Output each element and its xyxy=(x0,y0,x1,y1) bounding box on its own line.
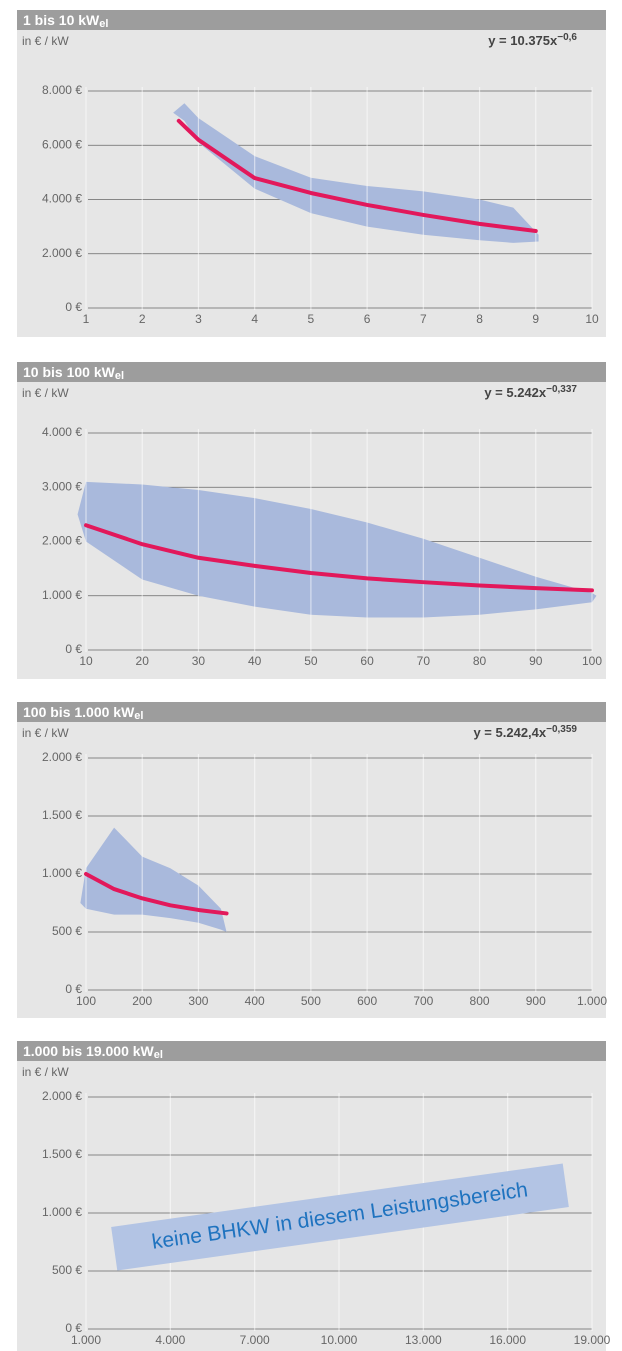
x-tick-label: 50 xyxy=(304,654,318,668)
equation-main: y = 5.242,4x xyxy=(473,725,546,740)
chart-panel: 100 bis 1.000 kWel in € / kW y = 5.242,4x−… xyxy=(17,702,607,1018)
chart-title: 1 bis 10 kWel xyxy=(23,12,108,30)
equation: y = 5.242x−0,337 xyxy=(484,384,577,401)
y-tick-label: 0 € xyxy=(65,642,82,656)
title-subscript: el xyxy=(154,1049,163,1061)
x-tick-label: 16.000 xyxy=(489,1333,526,1347)
x-tick-label: 10 xyxy=(585,312,599,326)
annotation-background xyxy=(111,1163,569,1271)
x-tick-label: 6 xyxy=(364,312,371,326)
x-tick-label: 200 xyxy=(132,994,152,1008)
y-tick-label: 4.000 € xyxy=(42,425,82,439)
x-tick-label: 4 xyxy=(251,312,258,326)
y-axis-label: in € / kW xyxy=(22,726,69,740)
chart-title: 1.000 bis 19.000 kWel xyxy=(23,1043,163,1061)
x-tick-label: 7 xyxy=(420,312,427,326)
x-tick-label: 70 xyxy=(417,654,431,668)
y-tick-label: 2.000 € xyxy=(42,246,82,260)
title-subscript: el xyxy=(134,710,143,722)
x-tick-label: 100 xyxy=(76,994,96,1008)
x-tick-label: 9 xyxy=(532,312,539,326)
chart-title: 10 bis 100 kWel xyxy=(23,364,124,382)
y-axis-label: in € / kW xyxy=(22,1065,69,1079)
chart-title: 100 bis 1.000 kWel xyxy=(23,704,143,722)
y-tick-label: 2.000 € xyxy=(42,750,82,764)
equation-main: y = 5.242x xyxy=(484,385,547,400)
x-tick-label: 900 xyxy=(526,994,546,1008)
x-tick-label: 90 xyxy=(529,654,543,668)
equation-exponent: −0,359 xyxy=(546,724,577,735)
chart-panel: 1 bis 10 kWel in € / kW y = 10.375x−0,6 0 €… xyxy=(17,10,606,337)
x-tick-label: 100 xyxy=(582,654,602,668)
x-tick-label: 300 xyxy=(188,994,208,1008)
x-tick-label: 13.000 xyxy=(405,1333,442,1347)
fit-curve xyxy=(84,872,229,916)
x-tick-label: 10 xyxy=(79,654,93,668)
x-tick-label: 400 xyxy=(245,994,265,1008)
x-tick-label: 7.000 xyxy=(240,1333,270,1347)
chart-panel: 10 bis 100 kWel in € / kW y = 5.242x−0,337… xyxy=(17,362,606,679)
x-tick-label: 8 xyxy=(476,312,483,326)
y-tick-label: 3.000 € xyxy=(42,479,82,493)
fit-curve xyxy=(176,118,538,233)
y-tick-label: 0 € xyxy=(65,982,82,996)
y-tick-label: 1.500 € xyxy=(42,808,82,822)
x-tick-label: 700 xyxy=(413,994,433,1008)
x-tick-label: 40 xyxy=(248,654,262,668)
chart-panel: 1.000 bis 19.000 kWel in € / kW 0 € 500 € 1.… xyxy=(17,1041,611,1351)
panel-header xyxy=(17,362,606,382)
x-tick-label: 800 xyxy=(470,994,490,1008)
equation: y = 5.242,4x−0,359 xyxy=(473,724,577,741)
title-subscript: el xyxy=(115,370,124,382)
x-tick-label: 1.000 xyxy=(71,1333,101,1347)
y-tick-label: 8.000 € xyxy=(42,83,82,97)
y-tick-label: 2.000 € xyxy=(42,534,82,548)
x-tick-label: 5 xyxy=(308,312,315,326)
x-tick-label: 1 xyxy=(83,312,90,326)
x-tick-label: 30 xyxy=(192,654,206,668)
y-tick-label: 1.000 € xyxy=(42,588,82,602)
x-tick-label: 10.000 xyxy=(321,1333,358,1347)
title-main: 1 bis 10 kW xyxy=(23,12,100,28)
x-tick-label: 4.000 xyxy=(155,1333,185,1347)
title-main: 100 bis 1.000 kW xyxy=(23,704,135,720)
x-tick-label: 3 xyxy=(195,312,202,326)
y-tick-label: 2.000 € xyxy=(42,1089,82,1103)
y-tick-label: 500 € xyxy=(52,924,82,938)
x-tick-label: 500 xyxy=(301,994,321,1008)
fit-curve xyxy=(84,523,594,593)
x-tick-label: 19.000 xyxy=(574,1333,611,1347)
title-main: 1.000 bis 19.000 kW xyxy=(23,1043,155,1059)
x-tick-label: 80 xyxy=(473,654,487,668)
y-axis-label: in € / kW xyxy=(22,34,69,48)
equation: y = 10.375x−0,6 xyxy=(488,32,577,49)
y-tick-label: 1.000 € xyxy=(42,1205,82,1219)
title-main: 10 bis 100 kW xyxy=(23,364,116,380)
range-band xyxy=(173,103,539,243)
y-tick-label: 6.000 € xyxy=(42,137,82,151)
y-axis-label: in € / kW xyxy=(22,386,69,400)
x-tick-label: 600 xyxy=(357,994,377,1008)
equation-exponent: −0,6 xyxy=(557,32,577,43)
x-tick-label: 2 xyxy=(139,312,146,326)
panel-header xyxy=(17,1041,606,1061)
y-tick-label: 1.000 € xyxy=(42,866,82,880)
y-tick-label: 1.500 € xyxy=(42,1147,82,1161)
y-tick-label: 0 € xyxy=(65,300,82,314)
title-subscript: el xyxy=(99,18,108,30)
panel-header xyxy=(17,702,606,722)
y-tick-label: 500 € xyxy=(52,1263,82,1277)
y-tick-label: 4.000 € xyxy=(42,192,82,206)
panel-background xyxy=(17,10,606,337)
y-tick-label: 0 € xyxy=(65,1321,82,1335)
x-tick-label: 20 xyxy=(136,654,150,668)
panel-header xyxy=(17,10,606,30)
x-tick-label: 60 xyxy=(360,654,374,668)
range-band xyxy=(80,827,227,932)
equation-exponent: −0,337 xyxy=(546,384,577,395)
x-tick-label: 1.000 xyxy=(577,994,607,1008)
equation-main: y = 10.375x xyxy=(488,33,558,48)
